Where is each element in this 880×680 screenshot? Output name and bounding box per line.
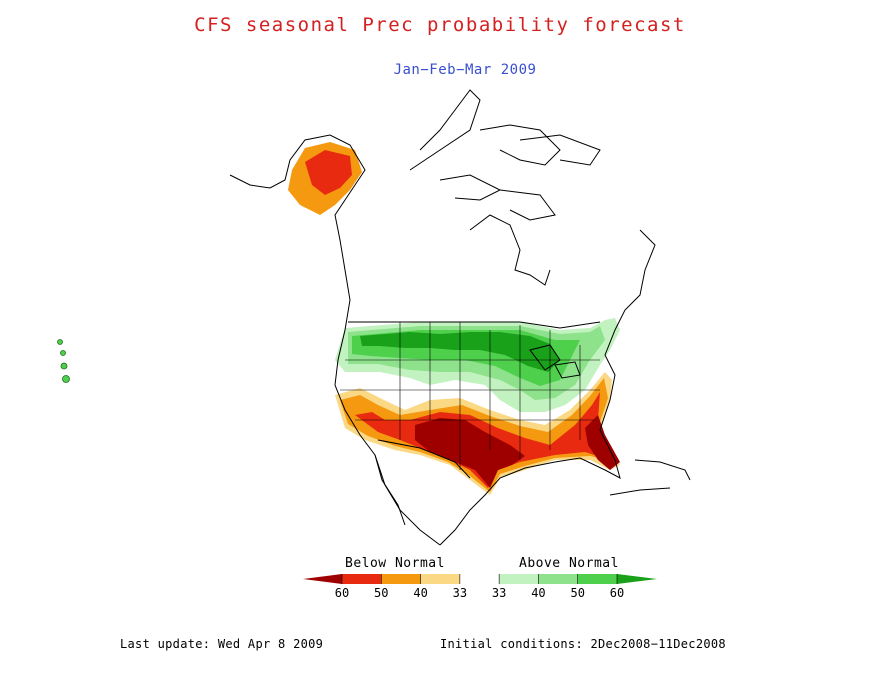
hawaii-islands [57, 339, 70, 383]
legend-tick-label: 40 [413, 586, 427, 600]
map-title: CFS seasonal Prec probability forecast [194, 14, 686, 36]
legend-swatch [499, 574, 539, 584]
legend-tick-label: 33 [492, 586, 506, 600]
legend-swatch [342, 574, 382, 584]
legend-above-label: Above Normal [519, 556, 619, 571]
legend-tick-label: 60 [610, 586, 624, 600]
map-subtitle: Jan−Feb−Mar 2009 [393, 62, 537, 78]
legend-swatch [420, 574, 460, 584]
shade-below-60-fl [585, 415, 620, 470]
last-update-text: Last update: Wed Apr 8 2009 [120, 637, 324, 651]
legend-colorbar: 60 50 40 33 33 40 50 60 [303, 574, 657, 600]
legend-tick-label: 50 [374, 586, 388, 600]
shade-alaska-50 [305, 150, 352, 195]
legend-swatch [577, 574, 617, 584]
legend-swatch [538, 574, 578, 584]
legend-tick-label: 50 [570, 586, 584, 600]
legend-below-label: Below Normal [345, 556, 445, 571]
legend-arrow-left [303, 574, 342, 584]
state-lines [340, 322, 600, 470]
precip-shading [288, 142, 620, 495]
legend-swatch [459, 574, 500, 584]
shade-below-60 [415, 418, 525, 488]
coastlines [229, 89, 691, 546]
shade-above-dark [360, 332, 560, 372]
initial-conditions-text: Initial conditions: 2Dec2008−11Dec2008 [440, 637, 726, 651]
legend-swatch [381, 574, 421, 584]
legend-tick-label: 33 [453, 586, 467, 600]
legend-arrow-right [617, 574, 657, 584]
legend-tick-label: 60 [335, 586, 349, 600]
legend-tick-label: 40 [531, 586, 545, 600]
